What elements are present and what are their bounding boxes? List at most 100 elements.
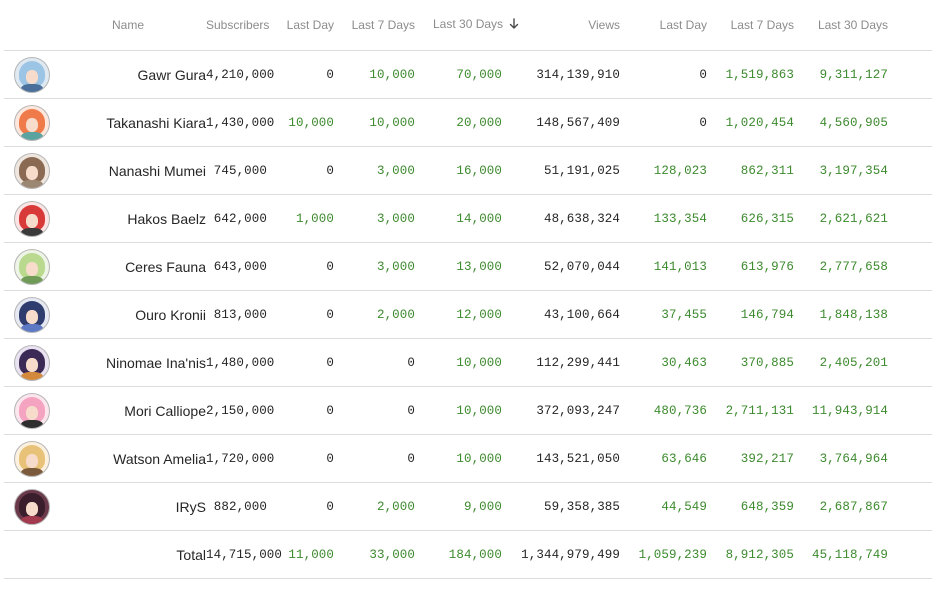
cell-views-last-30: 9,311,127 — [794, 50, 888, 99]
cell-subscribers: 882,000 — [206, 482, 267, 531]
spacer-cell — [888, 434, 932, 483]
cell-sub-last-day: 0 — [267, 146, 334, 195]
cell-sub-last-7: 10,000 — [334, 98, 415, 147]
cell-views-last-day: 0 — [620, 50, 707, 99]
member-name[interactable]: Ouro Kronii — [50, 290, 206, 339]
avatar[interactable] — [14, 392, 50, 429]
total-avatar-spacer — [4, 530, 50, 579]
member-name[interactable]: Mori Calliope — [50, 386, 206, 435]
member-name[interactable]: Ninomae Ina'nis — [50, 338, 206, 387]
avatar[interactable] — [14, 104, 50, 141]
total-views-last-7: 8,912,305 — [707, 530, 794, 579]
column-header-sub-last-30-days-label: Last 30 Days — [433, 17, 504, 32]
cell-sub-last-7: 3,000 — [334, 146, 415, 195]
column-header-views-last-7-days[interactable]: Last 7 Days — [707, 0, 794, 51]
table-row[interactable]: Takanashi Kiara 1,430,000 10,000 10,000 20,0… — [4, 98, 932, 147]
cell-sub-last-day: 0 — [267, 290, 334, 339]
cell-views-last-7: 1,020,454 — [707, 98, 794, 147]
table-body: Gawr Gura 4,210,000 0 10,000 70,000 314,139,9… — [4, 50, 932, 579]
cell-views-last-7: 392,217 — [707, 434, 794, 483]
table-row[interactable]: Gawr Gura 4,210,000 0 10,000 70,000 314,139,9… — [4, 50, 932, 99]
avatar[interactable] — [14, 248, 50, 285]
table-row[interactable]: Ceres Fauna 643,000 0 3,000 13,000 52,070,044… — [4, 242, 932, 291]
table-row[interactable]: Ninomae Ina'nis 1,480,000 0 0 10,000 112,299,… — [4, 338, 932, 387]
spacer-cell — [888, 50, 932, 99]
cell-views-last-day: 128,023 — [620, 146, 707, 195]
cell-views-last-7: 648,359 — [707, 482, 794, 531]
avatar-body — [21, 467, 43, 476]
avatar-face — [26, 357, 38, 372]
member-name[interactable]: Nanashi Mumei — [50, 146, 206, 195]
avatar-face — [26, 453, 38, 468]
table-row[interactable]: Mori Calliope 2,150,000 0 0 10,000 372,093,24… — [4, 386, 932, 435]
table-row[interactable]: IRyS 882,000 0 2,000 9,000 59,358,385 44,549 64… — [4, 482, 932, 531]
avatar-cell — [4, 482, 50, 531]
member-name[interactable]: Watson Amelia — [50, 434, 206, 483]
cell-views-last-30: 2,621,621 — [794, 194, 888, 243]
column-header-sub-last-30-days[interactable]: Last 30 Days — [415, 0, 519, 51]
cell-views: 51,191,025 — [502, 146, 620, 195]
cell-sub-last-day: 0 — [267, 482, 334, 531]
spacer-cell — [888, 146, 932, 195]
cell-sub-last-30: 16,000 — [415, 146, 502, 195]
cell-subscribers: 643,000 — [206, 242, 267, 291]
cell-sub-last-30: 12,000 — [415, 290, 502, 339]
table-row[interactable]: Hakos Baelz 642,000 1,000 3,000 14,000 48,638… — [4, 194, 932, 243]
cell-subscribers: 2,150,000 — [206, 386, 274, 435]
cell-views-last-30: 1,848,138 — [794, 290, 888, 339]
total-views-last-30: 45,118,749 — [794, 530, 888, 579]
cell-sub-last-7: 10,000 — [334, 50, 415, 99]
column-header-name[interactable]: Name — [50, 0, 206, 51]
member-name[interactable]: IRyS — [50, 482, 206, 531]
table-row[interactable]: Watson Amelia 1,720,000 0 0 10,000 143,521,05… — [4, 434, 932, 483]
column-header-sub-last-day[interactable]: Last Day — [267, 0, 334, 51]
column-header-sub-last-7-days[interactable]: Last 7 Days — [334, 0, 415, 51]
member-name[interactable]: Hakos Baelz — [50, 194, 206, 243]
avatar-body — [21, 275, 43, 284]
avatar[interactable] — [14, 488, 50, 525]
cell-views: 48,638,324 — [502, 194, 620, 243]
table-row[interactable]: Ouro Kronii 813,000 0 2,000 12,000 43,100,664… — [4, 290, 932, 339]
avatar-body — [21, 179, 43, 188]
cell-sub-last-30: 13,000 — [415, 242, 502, 291]
cell-sub-last-30: 14,000 — [415, 194, 502, 243]
cell-sub-last-30: 9,000 — [415, 482, 502, 531]
avatar-body — [21, 515, 43, 524]
avatar[interactable] — [14, 344, 50, 381]
avatar[interactable] — [14, 440, 50, 477]
table-row[interactable]: Nanashi Mumei 745,000 0 3,000 16,000 51,191,0… — [4, 146, 932, 195]
cell-sub-last-day: 0 — [267, 242, 334, 291]
spacer-cell — [888, 194, 932, 243]
avatar-cell — [4, 290, 50, 339]
member-name[interactable]: Gawr Gura — [50, 50, 206, 99]
avatar-body — [21, 131, 43, 140]
column-header-views-last-day[interactable]: Last Day — [620, 0, 707, 51]
avatar-face — [26, 261, 38, 276]
avatar[interactable] — [14, 296, 50, 333]
cell-views-last-30: 3,764,964 — [794, 434, 888, 483]
avatar[interactable] — [14, 200, 50, 237]
avatar-face — [26, 213, 38, 228]
member-name[interactable]: Takanashi Kiara — [50, 98, 206, 147]
cell-views-last-7: 2,711,131 — [707, 386, 794, 435]
member-name[interactable]: Ceres Fauna — [50, 242, 206, 291]
avatar-body — [21, 419, 43, 428]
cell-sub-last-day: 0 — [267, 434, 334, 483]
avatar[interactable] — [14, 56, 50, 93]
column-header-subscribers[interactable]: Subscribers — [206, 0, 269, 51]
cell-subscribers: 745,000 — [206, 146, 267, 195]
cell-sub-last-7: 0 — [334, 434, 415, 483]
cell-views-last-30: 2,687,867 — [794, 482, 888, 531]
column-header-views[interactable]: Views — [502, 0, 620, 51]
spacer-cell — [888, 530, 932, 579]
cell-views-last-30: 3,197,354 — [794, 146, 888, 195]
cell-sub-last-30: 10,000 — [415, 338, 502, 387]
cell-views-last-30: 2,777,658 — [794, 242, 888, 291]
avatar[interactable] — [14, 152, 50, 189]
cell-sub-last-30: 20,000 — [415, 98, 502, 147]
avatar-body — [21, 227, 43, 236]
total-label: Total — [50, 530, 206, 579]
column-header-views-last-30-days[interactable]: Last 30 Days — [794, 0, 888, 51]
cell-views-last-7: 613,976 — [707, 242, 794, 291]
cell-sub-last-30: 10,000 — [415, 434, 502, 483]
